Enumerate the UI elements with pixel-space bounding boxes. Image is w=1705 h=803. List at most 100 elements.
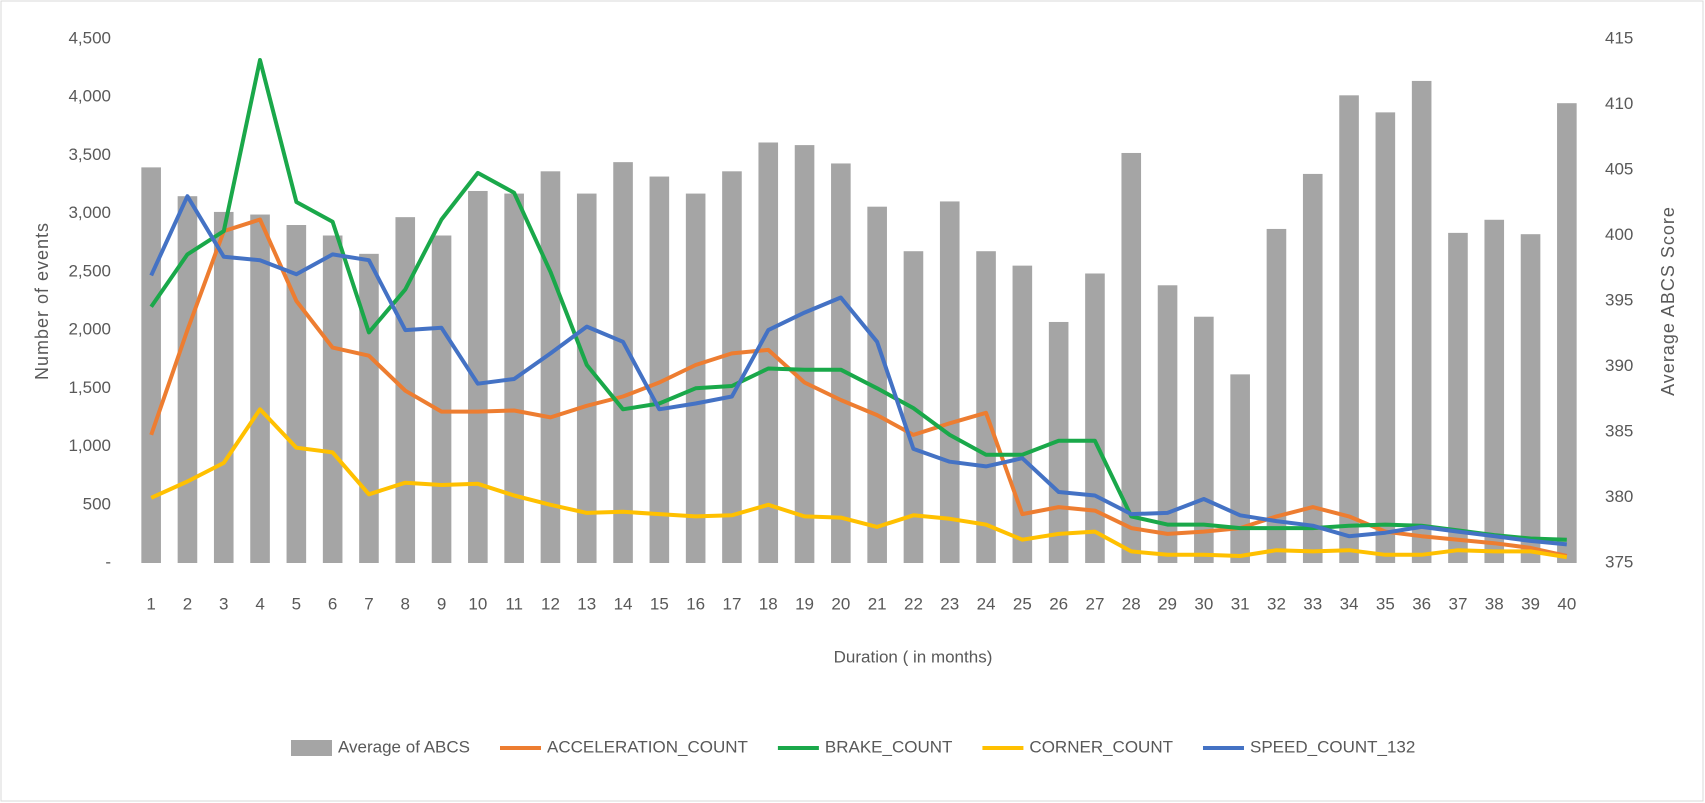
- x-tick-label: 37: [1448, 594, 1467, 613]
- bar: [1520, 234, 1541, 563]
- bar: [1484, 219, 1505, 563]
- y-tick-label: 4,500: [68, 28, 111, 47]
- y-tick-label: 1,000: [68, 436, 111, 455]
- x-tick-label: 32: [1267, 594, 1286, 613]
- x-tick-label: 26: [1049, 594, 1068, 613]
- legend-label: Average of ABCS: [338, 737, 470, 756]
- x-tick-label: 6: [328, 594, 337, 613]
- bar: [322, 235, 343, 563]
- x-tick-label: 40: [1557, 594, 1576, 613]
- legend-label: CORNER_COUNT: [1029, 737, 1173, 756]
- bar: [250, 214, 270, 564]
- x-tick-label: 21: [868, 594, 887, 613]
- bar: [1557, 103, 1577, 563]
- bar: [831, 163, 851, 563]
- x-tick-label: 2: [183, 594, 192, 613]
- y2-tick-label: 405: [1605, 159, 1633, 178]
- legend-label: SPEED_COUNT_132: [1250, 737, 1415, 756]
- bar: [1012, 265, 1033, 563]
- x-axis-title: Duration ( in months): [834, 647, 993, 666]
- bar: [758, 142, 779, 564]
- x-tick-label: 33: [1303, 594, 1322, 613]
- line-series: [149, 194, 1567, 547]
- bar: [1266, 228, 1287, 563]
- x-tick-label: 11: [505, 594, 523, 613]
- bar: [1375, 112, 1396, 564]
- x-tick-label: 4: [255, 594, 264, 613]
- x-tick-label: 25: [1013, 594, 1032, 613]
- bar: [1157, 285, 1178, 563]
- line-series: [149, 217, 1568, 558]
- bar: [1230, 374, 1250, 563]
- y2-tick-label: 410: [1605, 94, 1633, 113]
- bar: [141, 167, 161, 563]
- y2-tick-label: 395: [1605, 290, 1633, 309]
- x-tick-label: 39: [1521, 594, 1540, 613]
- x-tick-label: 30: [1194, 594, 1213, 613]
- y-tick-label: 3,000: [68, 203, 111, 222]
- bar: [939, 201, 960, 563]
- legend-label: BRAKE_COUNT: [825, 737, 953, 756]
- x-tick-label: 13: [577, 594, 596, 613]
- y-tick-label: 1,500: [68, 378, 111, 397]
- y-tick-label: -: [105, 552, 111, 571]
- x-tick-label: 27: [1085, 594, 1104, 613]
- x-tick-label: 36: [1412, 594, 1431, 613]
- legend-label: ACCELERATION_COUNT: [547, 737, 748, 756]
- y-tick-label: 2,000: [68, 320, 111, 339]
- x-tick-label: 29: [1158, 594, 1177, 613]
- bar: [1339, 95, 1359, 563]
- y2-axis-title: Average ABCS Score: [1658, 206, 1678, 396]
- x-tick-label: 35: [1376, 594, 1395, 613]
- x-tick-label: 16: [686, 594, 705, 613]
- bar: [1302, 173, 1323, 563]
- y-tick-label: 2,500: [68, 261, 111, 280]
- bar: [359, 253, 379, 563]
- x-tick-label: 18: [759, 594, 778, 613]
- bar: [649, 176, 670, 564]
- x-tick-label: 24: [977, 594, 996, 613]
- bar: [722, 171, 742, 563]
- x-tick-label: 12: [541, 594, 560, 613]
- line-series: [149, 58, 1567, 542]
- bar: [431, 235, 452, 563]
- x-tick-label: 9: [437, 594, 446, 613]
- y2-tick-label: 375: [1605, 552, 1633, 571]
- x-tick-label: 38: [1485, 594, 1504, 613]
- x-tick-label: 14: [614, 594, 633, 613]
- line-series: [150, 407, 1568, 560]
- x-tick-label: 23: [940, 594, 959, 613]
- x-tick-label: 10: [468, 594, 487, 613]
- x-tick-label: 8: [401, 594, 410, 613]
- bar: [867, 206, 887, 563]
- bar: [1448, 232, 1468, 563]
- bar: [177, 196, 198, 563]
- bar: [468, 190, 488, 563]
- y-tick-label: 4,000: [68, 87, 111, 106]
- bar: [613, 162, 633, 563]
- bar: [1085, 273, 1105, 563]
- x-tick-label: 34: [1340, 594, 1359, 613]
- x-tick-label: 7: [364, 594, 373, 613]
- bar: [213, 211, 234, 564]
- y2-tick-label: 385: [1605, 421, 1633, 440]
- x-tick-label: 1: [146, 594, 155, 613]
- x-tick-label: 3: [219, 594, 228, 613]
- bar: [685, 193, 706, 563]
- bar: [976, 251, 996, 563]
- x-tick-label: 15: [650, 594, 669, 613]
- bar: [540, 171, 561, 563]
- x-tick-label: 28: [1122, 594, 1141, 613]
- y2-tick-label: 415: [1605, 28, 1633, 47]
- legend-swatch: [291, 740, 332, 756]
- bar: [1121, 152, 1142, 563]
- x-tick-label: 19: [795, 594, 814, 613]
- bar: [576, 193, 597, 563]
- bar: [1411, 80, 1432, 564]
- x-tick-label: 5: [292, 594, 301, 613]
- y-tick-label: 3,500: [68, 145, 111, 164]
- y-axis-title: Number of events: [32, 222, 52, 380]
- bar: [794, 145, 815, 564]
- y-tick-label: 500: [83, 494, 111, 513]
